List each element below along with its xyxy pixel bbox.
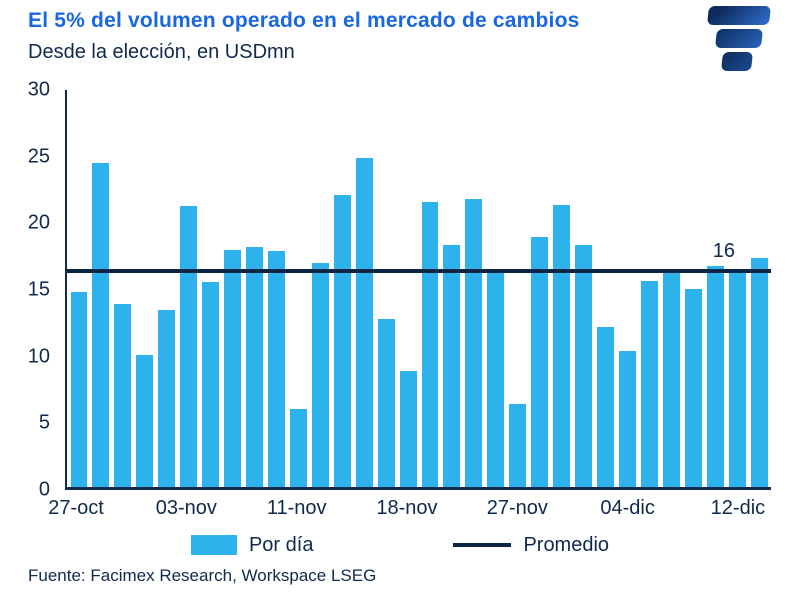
logo-shape-middle (715, 29, 763, 48)
average-line-label: 16 (712, 240, 735, 263)
legend-bar-swatch (190, 535, 237, 555)
logo-shape-bottom (721, 52, 753, 71)
y-tick-label: 0 (38, 478, 50, 501)
bar (443, 244, 461, 487)
bar (136, 354, 154, 487)
plot-area: 16 (65, 90, 771, 490)
bar (487, 269, 505, 487)
legend-bar-label: Por día (248, 533, 314, 556)
x-tick-label: 18-nov (376, 497, 438, 519)
bar (684, 288, 702, 487)
bar (224, 250, 241, 487)
x-tick-label: 11-nov (266, 497, 327, 519)
bar (421, 202, 439, 487)
y-tick-label: 15 (27, 278, 50, 301)
bar (640, 280, 658, 487)
bar (662, 269, 680, 487)
legend: Por día Promedio (0, 531, 800, 559)
y-tick-label: 25 (27, 145, 50, 168)
bar (333, 194, 351, 487)
logo-shape-top (707, 6, 771, 25)
y-axis-labels: 0 5 10 15 20 25 30 (0, 79, 56, 501)
bar (92, 162, 110, 487)
bar (180, 206, 198, 487)
bar (509, 403, 527, 487)
bar (618, 350, 636, 487)
bars (67, 90, 771, 487)
chart-subtitle: Desde la elección, en USDmn (28, 41, 295, 63)
x-axis-labels: 27-oct 03-nov 11-nov 18-nov 27-nov 04-dic 12-d… (48, 497, 771, 525)
bar (728, 269, 746, 487)
facimex-logo-icon (706, 6, 772, 74)
chart-title: El 5% del volumen operado en el mercado … (28, 9, 580, 32)
bar (158, 309, 176, 487)
bar (246, 247, 263, 487)
bar (706, 266, 724, 487)
bar (311, 263, 329, 487)
bar (289, 408, 307, 487)
bar (114, 304, 132, 487)
legend-item-line: Promedio (453, 534, 609, 557)
bar (553, 205, 571, 487)
bar (202, 281, 220, 487)
bar (575, 244, 592, 487)
legend-line-label: Promedio (523, 533, 610, 556)
x-tick-label: 12-dic (710, 497, 766, 519)
bar (377, 318, 395, 487)
source-note: Fuente: Facimex Research, Workspace LSEG (28, 566, 377, 585)
bar (70, 292, 88, 487)
y-tick-label: 20 (27, 211, 50, 234)
x-tick-label: 27-oct (48, 497, 104, 519)
x-tick-label: 03-nov (155, 497, 217, 519)
y-tick-label: 5 (38, 411, 50, 434)
x-tick-label: 04-dic (600, 497, 655, 519)
legend-line-swatch (453, 543, 512, 547)
bar (750, 258, 768, 487)
y-tick-label: 10 (27, 345, 50, 368)
y-tick-label: 30 (27, 78, 50, 101)
legend-item-bar: Por día (190, 533, 314, 557)
bar (597, 326, 614, 487)
average-line (67, 269, 771, 274)
bar (531, 236, 549, 487)
bar (267, 251, 285, 487)
x-tick-label: 27-nov (486, 497, 548, 519)
bar (399, 370, 417, 487)
bar (355, 157, 373, 487)
bar (465, 198, 483, 487)
